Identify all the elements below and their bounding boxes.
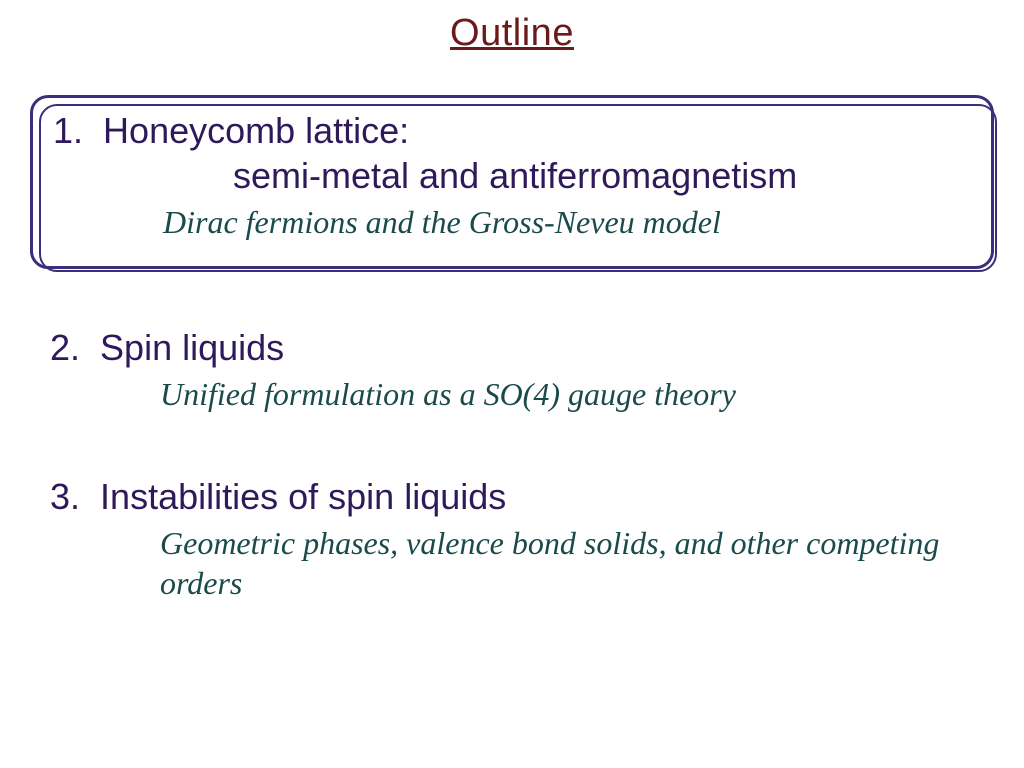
outline-content: 1. Honeycomb lattice: semi-metal and ant… — [0, 55, 1024, 603]
outline-item-3: 3. Instabilities of spin liquids Geometr… — [30, 474, 994, 603]
item-1-line1: Honeycomb lattice: — [103, 110, 409, 151]
slide-title: Outline — [0, 0, 1024, 55]
item-2-number: 2. — [50, 327, 80, 368]
item-2-subtitle: Unified formulation as a SO(4) gauge the… — [50, 374, 974, 414]
item-1-subtitle: Dirac fermions and the Gross-Neveu model — [53, 202, 971, 242]
item-2-line1: Spin liquids — [100, 327, 284, 368]
item-3-line1: Instabilities of spin liquids — [100, 476, 506, 517]
item-1-number: 1. — [53, 110, 83, 151]
outline-item-1: 1. Honeycomb lattice: semi-metal and ant… — [30, 95, 994, 269]
item-1-heading: 1. Honeycomb lattice: semi-metal and ant… — [53, 108, 971, 198]
item-2-heading: 2. Spin liquids — [50, 325, 974, 370]
item-3-subtitle: Geometric phases, valence bond solids, a… — [50, 523, 974, 603]
item-3-heading: 3. Instabilities of spin liquids — [50, 474, 974, 519]
item-3-number: 3. — [50, 476, 80, 517]
outline-item-2: 2. Spin liquids Unified formulation as a… — [30, 325, 994, 414]
item-1-line2: semi-metal and antiferromagnetism — [53, 153, 971, 198]
